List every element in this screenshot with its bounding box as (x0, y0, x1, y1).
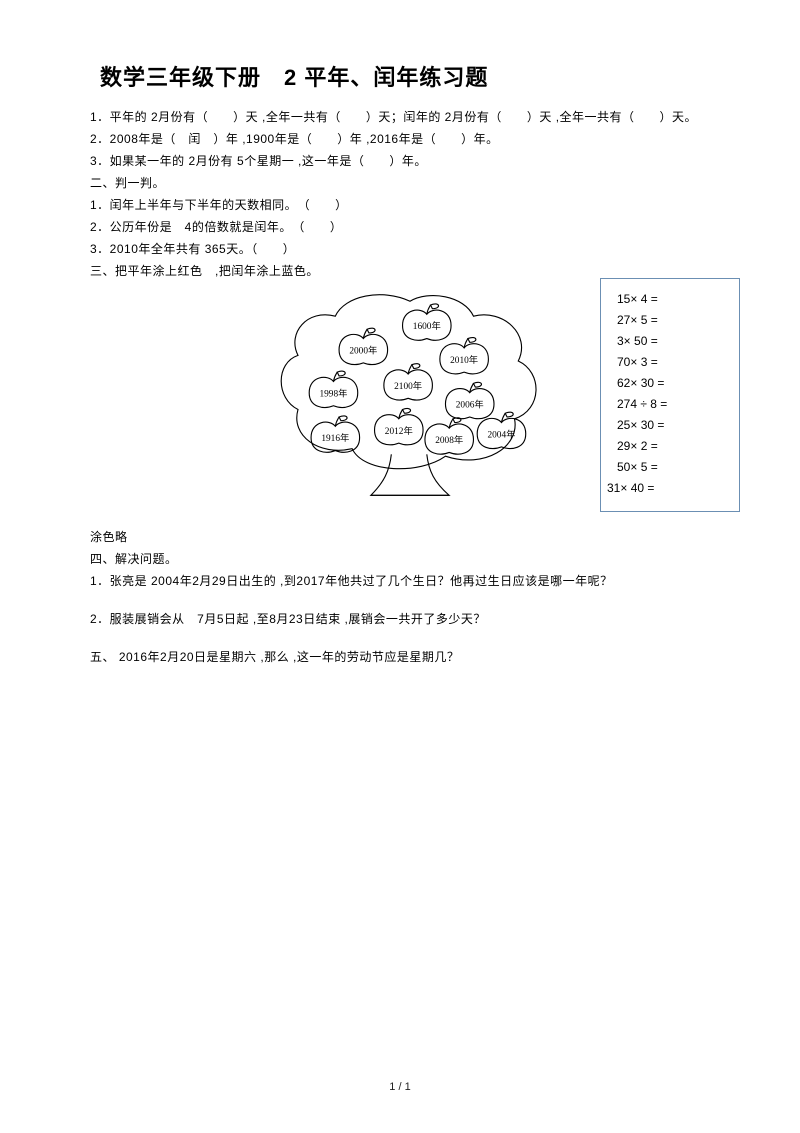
svg-text:1916年: 1916年 (321, 432, 349, 444)
svg-text:2012年: 2012年 (385, 425, 413, 437)
problem-5: 五、 2016年2月20日是星期六 ,那么 ,这一年的劳动节应是星期几？ (90, 646, 730, 668)
page-number: 1 / 1 (0, 1081, 800, 1093)
svg-text:2004年: 2004年 (487, 429, 515, 441)
calc-row: 25× 30 = (617, 415, 727, 436)
question-3: 3．如果某一年的 2月份有 5个星期一 ,这一年是（ ）年。 (90, 150, 730, 172)
page-title: 数学三年级下册 2 平年、闰年练习题 (100, 60, 730, 92)
problem-1: 1．张亮是 2004年2月29日出生的 ,到2017年他共过了几个生日？他再过生… (90, 570, 730, 592)
calc-row: 70× 3 = (617, 352, 727, 373)
calc-row: 15× 4 = (617, 289, 727, 310)
problem-2: 2．服装展销会从 7月5日起 ,至8月23日结束 ,展销会一共开了多少天？ (90, 608, 730, 630)
calc-row: 31× 40 = (607, 478, 727, 499)
calc-row: 29× 2 = (617, 436, 727, 457)
calc-sidebar: 15× 4 = 27× 5 = 3× 50 = 70× 3 = 62× 30 =… (600, 278, 740, 512)
question-2: 2．2008年是（ 闰 ）年 ,1900年是（ ）年 ,2016年是（ ）年。 (90, 128, 730, 150)
calc-row: 50× 5 = (617, 457, 727, 478)
calc-row: 27× 5 = (617, 310, 727, 331)
svg-text:1600年: 1600年 (413, 320, 441, 332)
question-1: 1．平年的 2月份有（ ）天 ,全年一共有（ ）天；闰年的 2月份有（ ）天 ,… (90, 106, 730, 128)
svg-text:2010年: 2010年 (450, 354, 478, 366)
section-2-heading: 二、判一判。 (90, 172, 730, 194)
calc-row: 3× 50 = (617, 331, 727, 352)
svg-text:2100年: 2100年 (394, 380, 422, 392)
section-4-heading: 四、解决问题。 (90, 548, 730, 570)
judge-3: 3．2010年全年共有 365天。（ ） (90, 238, 730, 260)
svg-text:2008年: 2008年 (435, 434, 463, 446)
judge-2: 2．公历年份是 4的倍数就是闰年。 （ ） (90, 216, 730, 238)
svg-text:2006年: 2006年 (456, 399, 484, 411)
coloring-note: 涂色略 (90, 526, 730, 548)
svg-text:2000年: 2000年 (349, 345, 377, 357)
svg-text:1998年: 1998年 (319, 387, 347, 399)
calc-row: 274 ÷ 8 = (617, 394, 727, 415)
calc-row: 62× 30 = (617, 373, 727, 394)
judge-1: 1．闰年上半年与下半年的天数相同。 （ ） (90, 194, 730, 216)
year-tree-figure: 1600年 2000年 2010年 1998年 2100年 2006年 1916年 2012年… (270, 288, 550, 508)
